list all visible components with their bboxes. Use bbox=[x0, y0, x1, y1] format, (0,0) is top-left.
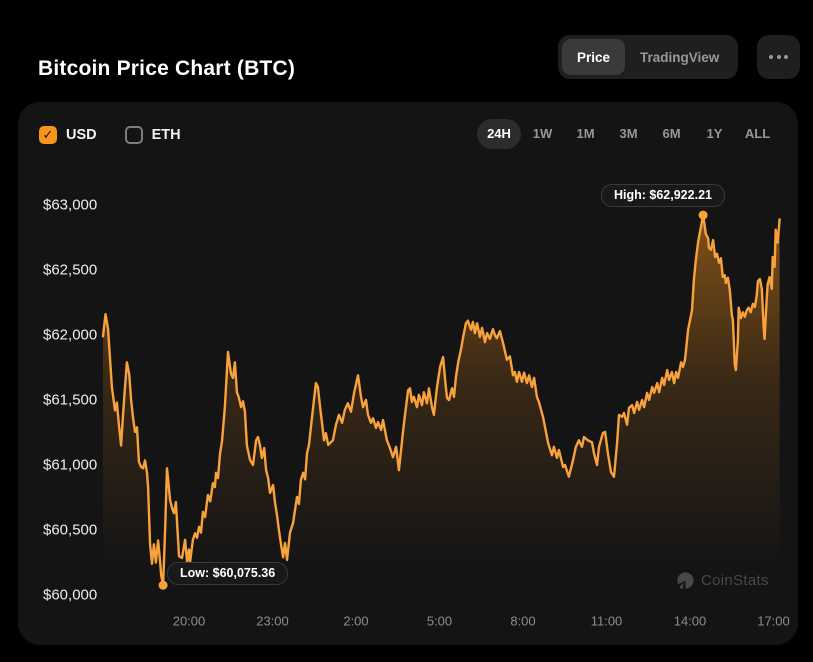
coinstats-logo-icon bbox=[676, 572, 694, 590]
range-option-1w[interactable]: 1W bbox=[532, 126, 553, 141]
page-title: Bitcoin Price Chart (BTC) bbox=[38, 57, 296, 81]
currency-label: USD bbox=[66, 127, 97, 143]
x-axis-tick-label: 20:00 bbox=[172, 613, 206, 629]
more-options-button[interactable] bbox=[757, 35, 800, 79]
y-axis-tick-label: $60,000 bbox=[43, 586, 98, 604]
x-axis-tick-label: 17:00 bbox=[757, 613, 790, 629]
time-range-selector: 24H 1W 1M 3M 6M 1Y ALL bbox=[477, 119, 779, 149]
currency-checkbox-eth[interactable]: ETH bbox=[124, 126, 181, 144]
price-area-fill bbox=[103, 215, 780, 604]
view-toggle-price-button[interactable]: Price bbox=[562, 39, 626, 75]
high-price-tooltip: High: $62,922.21 bbox=[601, 184, 725, 207]
price-line bbox=[101, 213, 781, 587]
ellipsis-icon bbox=[769, 55, 773, 59]
range-option-3m[interactable]: 3M bbox=[619, 126, 638, 141]
x-axis-tick-label: 8:00 bbox=[510, 613, 536, 629]
currency-label: ETH bbox=[151, 127, 181, 143]
y-axis-tick-label: $63,000 bbox=[43, 196, 98, 214]
low-point-marker bbox=[158, 580, 168, 590]
x-axis-tick-label: 23:00 bbox=[256, 613, 289, 629]
view-toggle: Price TradingView bbox=[558, 35, 739, 79]
coinstats-watermark: CoinStats bbox=[676, 571, 769, 590]
low-price-tooltip: Low: $60,075.36 bbox=[167, 562, 289, 585]
y-axis-tick-label: $62,500 bbox=[43, 261, 98, 279]
x-axis-tick-label: 5:00 bbox=[426, 613, 453, 629]
view-toggle-tradingview-button[interactable]: TradingView bbox=[625, 39, 734, 75]
x-axis-tick-label: 14:00 bbox=[673, 613, 707, 629]
x-axis-tick-label: 11:00 bbox=[590, 613, 623, 629]
y-axis-tick-label: $60,500 bbox=[43, 521, 98, 539]
range-option-6m[interactable]: 6M bbox=[662, 126, 681, 141]
currency-checkbox-group: ✓ USD ETH bbox=[39, 126, 181, 144]
y-axis-tick-label: $61,500 bbox=[43, 391, 98, 409]
range-option-24h[interactable]: 24H bbox=[477, 119, 521, 149]
checkbox-unchecked-icon bbox=[124, 126, 143, 144]
range-option-all[interactable]: ALL bbox=[744, 126, 771, 141]
y-axis-tick-label: $61,000 bbox=[43, 456, 98, 474]
currency-checkbox-usd[interactable]: ✓ USD bbox=[39, 126, 97, 144]
checkbox-checked-icon: ✓ bbox=[39, 126, 57, 144]
range-option-1y[interactable]: 1Y bbox=[706, 126, 723, 141]
y-axis-tick-label: $62,000 bbox=[43, 326, 98, 344]
range-option-1m[interactable]: 1M bbox=[576, 126, 595, 141]
x-axis-tick-label: 2:00 bbox=[343, 613, 369, 629]
high-point-marker bbox=[698, 210, 708, 220]
